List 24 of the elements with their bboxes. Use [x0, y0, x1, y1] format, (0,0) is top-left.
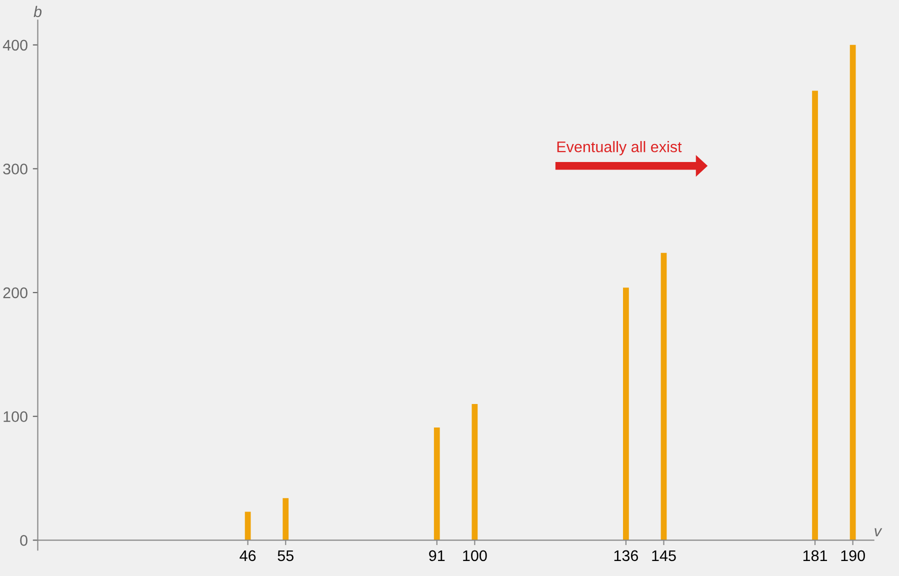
x-tick-label: 181 [803, 550, 828, 562]
y-axis-title: b [34, 6, 42, 18]
bar [472, 404, 478, 540]
bar [244, 512, 251, 540]
y-tick-label: 100 [4, 411, 28, 422]
annotation: Eventually all exist [557, 141, 682, 156]
x-tick-label: 100 [463, 550, 487, 562]
bar [812, 90, 818, 540]
y-tick-label: 0 [20, 535, 28, 546]
bar [623, 288, 629, 540]
bar [282, 498, 289, 540]
x-tick-label: 190 [841, 550, 865, 562]
y-tick-label: 200 [3, 287, 28, 298]
bar [434, 428, 440, 540]
bar [660, 252, 667, 540]
y-tick-label: 400 [2, 40, 28, 51]
x-axis-title: v [874, 528, 882, 536]
x-tick-label: 145 [652, 550, 676, 562]
y-tick-label: 300 [3, 164, 28, 174]
x-tick-label: 55 [278, 550, 294, 562]
x-tick-label: 136 [614, 550, 638, 562]
x-tick-label: 46 [240, 550, 256, 562]
x-tick-label: 91 [429, 550, 445, 562]
bar [850, 44, 856, 540]
